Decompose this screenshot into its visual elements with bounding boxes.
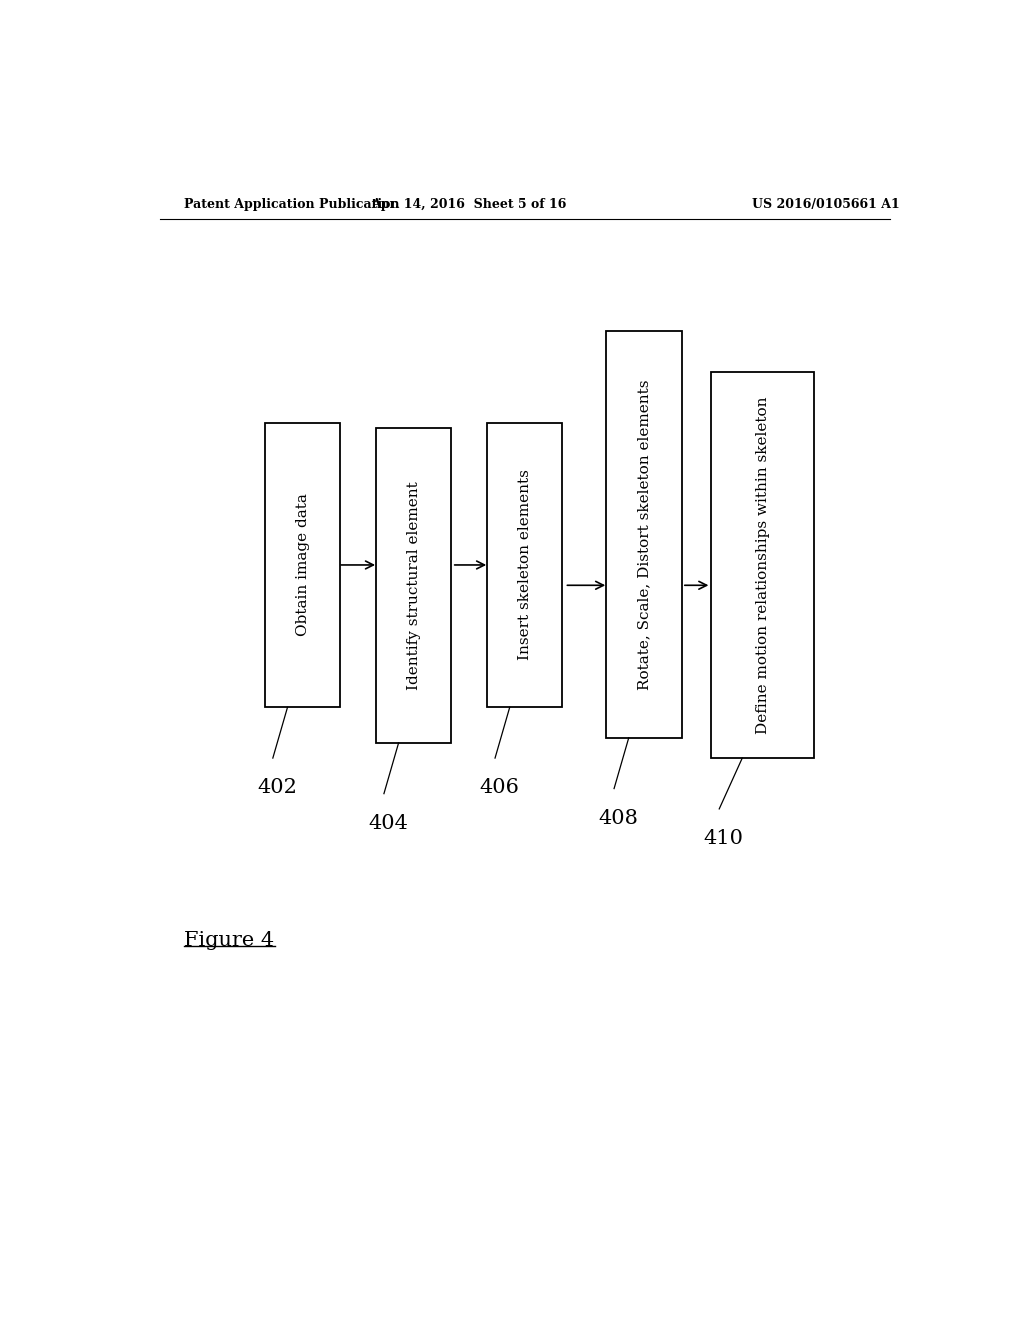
Text: Apr. 14, 2016  Sheet 5 of 16: Apr. 14, 2016 Sheet 5 of 16	[372, 198, 567, 211]
Text: Obtain image data: Obtain image data	[296, 494, 309, 636]
Text: Insert skeleton elements: Insert skeleton elements	[518, 470, 531, 660]
Text: US 2016/0105661 A1: US 2016/0105661 A1	[753, 198, 900, 211]
Text: Define motion relationships within skeleton: Define motion relationships within skele…	[756, 396, 770, 734]
Text: Rotate, Scale, Distort skeleton elements: Rotate, Scale, Distort skeleton elements	[637, 379, 651, 690]
Text: 404: 404	[368, 814, 408, 833]
Bar	[712, 372, 814, 758]
Text: 402: 402	[257, 779, 297, 797]
Bar	[376, 428, 452, 743]
Text: Figure 4: Figure 4	[183, 931, 273, 950]
Text: Identify structural element: Identify structural element	[407, 480, 421, 689]
Text: 408: 408	[598, 809, 638, 828]
Bar	[487, 422, 562, 708]
Bar	[606, 331, 682, 738]
Bar	[265, 422, 340, 708]
Text: 410: 410	[703, 829, 743, 849]
Text: 406: 406	[479, 779, 519, 797]
Text: Patent Application Publication: Patent Application Publication	[183, 198, 399, 211]
